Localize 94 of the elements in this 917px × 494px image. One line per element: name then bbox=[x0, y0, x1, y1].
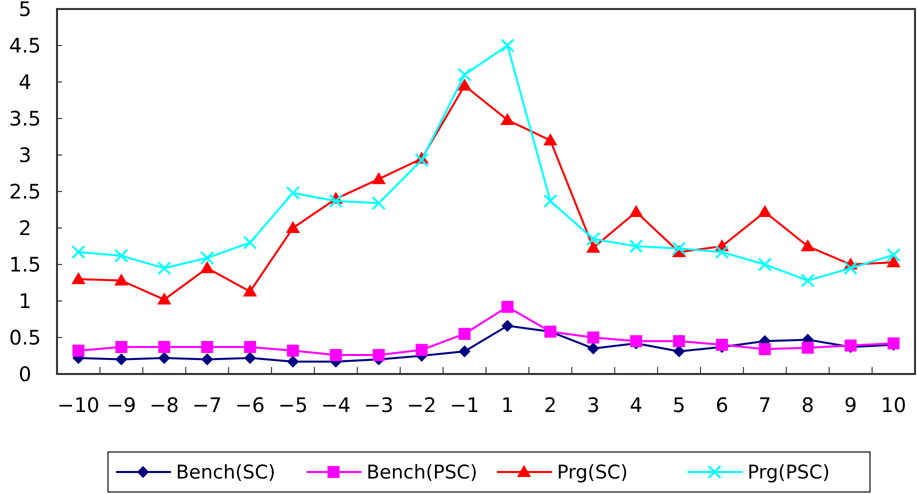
point bbox=[501, 300, 514, 313]
point bbox=[543, 133, 558, 146]
x-tick-label: 10 bbox=[880, 393, 906, 417]
legend-label: Bench(SC) bbox=[176, 462, 276, 484]
point bbox=[758, 258, 772, 272]
point bbox=[673, 335, 686, 348]
x-tick-label: −9 bbox=[106, 393, 136, 417]
point bbox=[716, 338, 728, 351]
point bbox=[672, 241, 686, 256]
x-tick-label: 2 bbox=[544, 393, 557, 417]
point bbox=[330, 349, 342, 362]
point bbox=[286, 344, 299, 357]
point bbox=[243, 236, 258, 250]
point bbox=[201, 353, 214, 366]
x-tick-label: 8 bbox=[801, 393, 814, 417]
point bbox=[586, 232, 600, 246]
point bbox=[458, 328, 471, 340]
y-tick-label: 1 bbox=[18, 289, 32, 313]
point bbox=[886, 248, 901, 262]
point bbox=[543, 194, 558, 208]
x-tick-label: 6 bbox=[716, 393, 728, 417]
x-tick-label: −4 bbox=[321, 393, 351, 417]
point bbox=[458, 345, 471, 358]
point bbox=[587, 342, 600, 354]
point bbox=[886, 255, 901, 268]
point bbox=[158, 352, 170, 364]
legend-label: Bench(PSC) bbox=[366, 462, 478, 484]
point bbox=[286, 356, 299, 368]
point bbox=[286, 186, 300, 200]
point bbox=[114, 274, 128, 286]
point bbox=[157, 261, 172, 276]
point bbox=[244, 352, 256, 364]
point bbox=[758, 343, 771, 356]
point bbox=[114, 248, 128, 263]
point bbox=[802, 342, 814, 354]
legend-label: Prg(SC) bbox=[557, 462, 628, 484]
x-tick-label: 9 bbox=[844, 393, 858, 417]
y-tick-label: 0 bbox=[18, 362, 32, 386]
point bbox=[115, 353, 128, 366]
y-tick-label: 0.5 bbox=[9, 326, 41, 350]
point bbox=[286, 221, 300, 233]
point bbox=[844, 261, 858, 276]
x-tick-label: 1 bbox=[501, 393, 514, 417]
x-tick-label: −7 bbox=[192, 393, 222, 417]
y-tick-label: 3.5 bbox=[9, 106, 41, 130]
point bbox=[629, 239, 644, 254]
point bbox=[200, 261, 214, 274]
point bbox=[500, 112, 514, 125]
x-tick-label: −5 bbox=[278, 393, 308, 417]
point bbox=[800, 239, 815, 252]
point bbox=[416, 344, 428, 356]
point bbox=[758, 204, 772, 217]
point bbox=[115, 340, 128, 353]
y-tick-label: 2.5 bbox=[9, 180, 41, 204]
point bbox=[372, 196, 386, 210]
point bbox=[244, 340, 256, 353]
y-tick-label: 4.5 bbox=[9, 34, 41, 58]
x-tick-label: 4 bbox=[630, 393, 643, 417]
point bbox=[243, 284, 258, 297]
point bbox=[629, 204, 644, 217]
point bbox=[158, 340, 170, 353]
x-tick-label: −3 bbox=[364, 393, 394, 417]
point bbox=[586, 240, 600, 253]
x-tick-label: −2 bbox=[406, 393, 436, 417]
y-tick-label: 1.5 bbox=[9, 252, 41, 276]
x-tick-label: −1 bbox=[450, 393, 480, 417]
x-tick-label: −6 bbox=[235, 393, 265, 417]
x-tick-label: 7 bbox=[758, 393, 772, 417]
y-tick-label: 4 bbox=[18, 70, 32, 94]
x-tick-label: 5 bbox=[672, 393, 686, 417]
point bbox=[201, 340, 214, 353]
x-tick-label: −10 bbox=[57, 393, 100, 417]
x-tick-label: 3 bbox=[586, 393, 600, 417]
point bbox=[372, 349, 385, 362]
legend-label: Prg(PSC) bbox=[748, 462, 830, 484]
point bbox=[800, 274, 815, 288]
point bbox=[458, 78, 472, 91]
point bbox=[501, 320, 514, 332]
point bbox=[458, 68, 472, 82]
point bbox=[587, 332, 600, 344]
point bbox=[200, 250, 214, 265]
point bbox=[714, 245, 729, 260]
point bbox=[71, 245, 86, 260]
point bbox=[328, 194, 343, 208]
point bbox=[71, 272, 86, 284]
point bbox=[414, 153, 429, 168]
point bbox=[72, 344, 84, 357]
x-tick-label: −8 bbox=[150, 393, 179, 417]
point bbox=[372, 172, 386, 184]
y-tick-label: 5 bbox=[18, 0, 32, 21]
y-tick-label: 2 bbox=[18, 216, 32, 240]
y-tick-label: 3 bbox=[18, 143, 32, 167]
point bbox=[157, 292, 172, 305]
point bbox=[500, 38, 514, 52]
